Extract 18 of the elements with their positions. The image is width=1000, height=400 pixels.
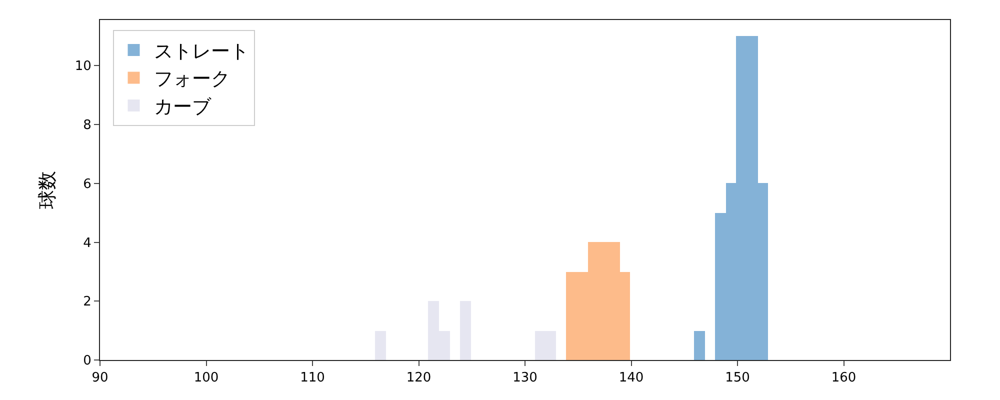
x-tick-label: 110 [300,370,325,386]
y-tick-label: 2 [83,294,92,310]
y-tick-label: 8 [83,118,92,134]
x-tick-label: 100 [194,370,219,386]
legend-label: フォーク [154,68,230,90]
y-tick-label: 0 [83,354,92,369]
legend-label: ストレート [154,40,249,62]
x-tick-label: 160 [831,370,856,386]
x-tick-label: 150 [725,370,750,386]
y-tick-label: 4 [83,236,92,251]
x-tick-label: 140 [618,370,644,386]
x-tick-label: 130 [512,370,538,386]
y-tick-label: 10 [74,59,92,74]
y-tick-label: 6 [83,176,92,192]
x-tick-label: 120 [406,370,432,386]
y-axis-title: 球数 [36,171,59,209]
x-tick-label: 90 [92,370,108,386]
legend-label: カーブ [154,96,212,118]
